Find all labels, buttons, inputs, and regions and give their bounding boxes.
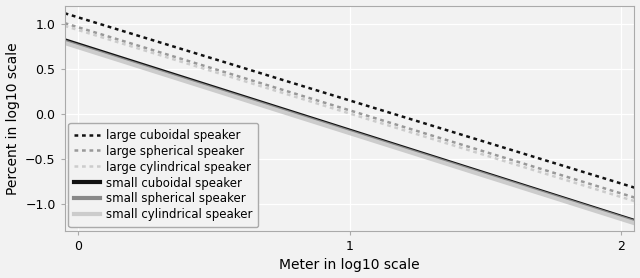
X-axis label: Meter in log10 scale: Meter in log10 scale [279, 259, 420, 272]
Legend: large cuboidal speaker, large spherical speaker, large cylindrical speaker, smal: large cuboidal speaker, large spherical … [68, 123, 259, 227]
Y-axis label: Percent in log10 scale: Percent in log10 scale [6, 42, 20, 195]
